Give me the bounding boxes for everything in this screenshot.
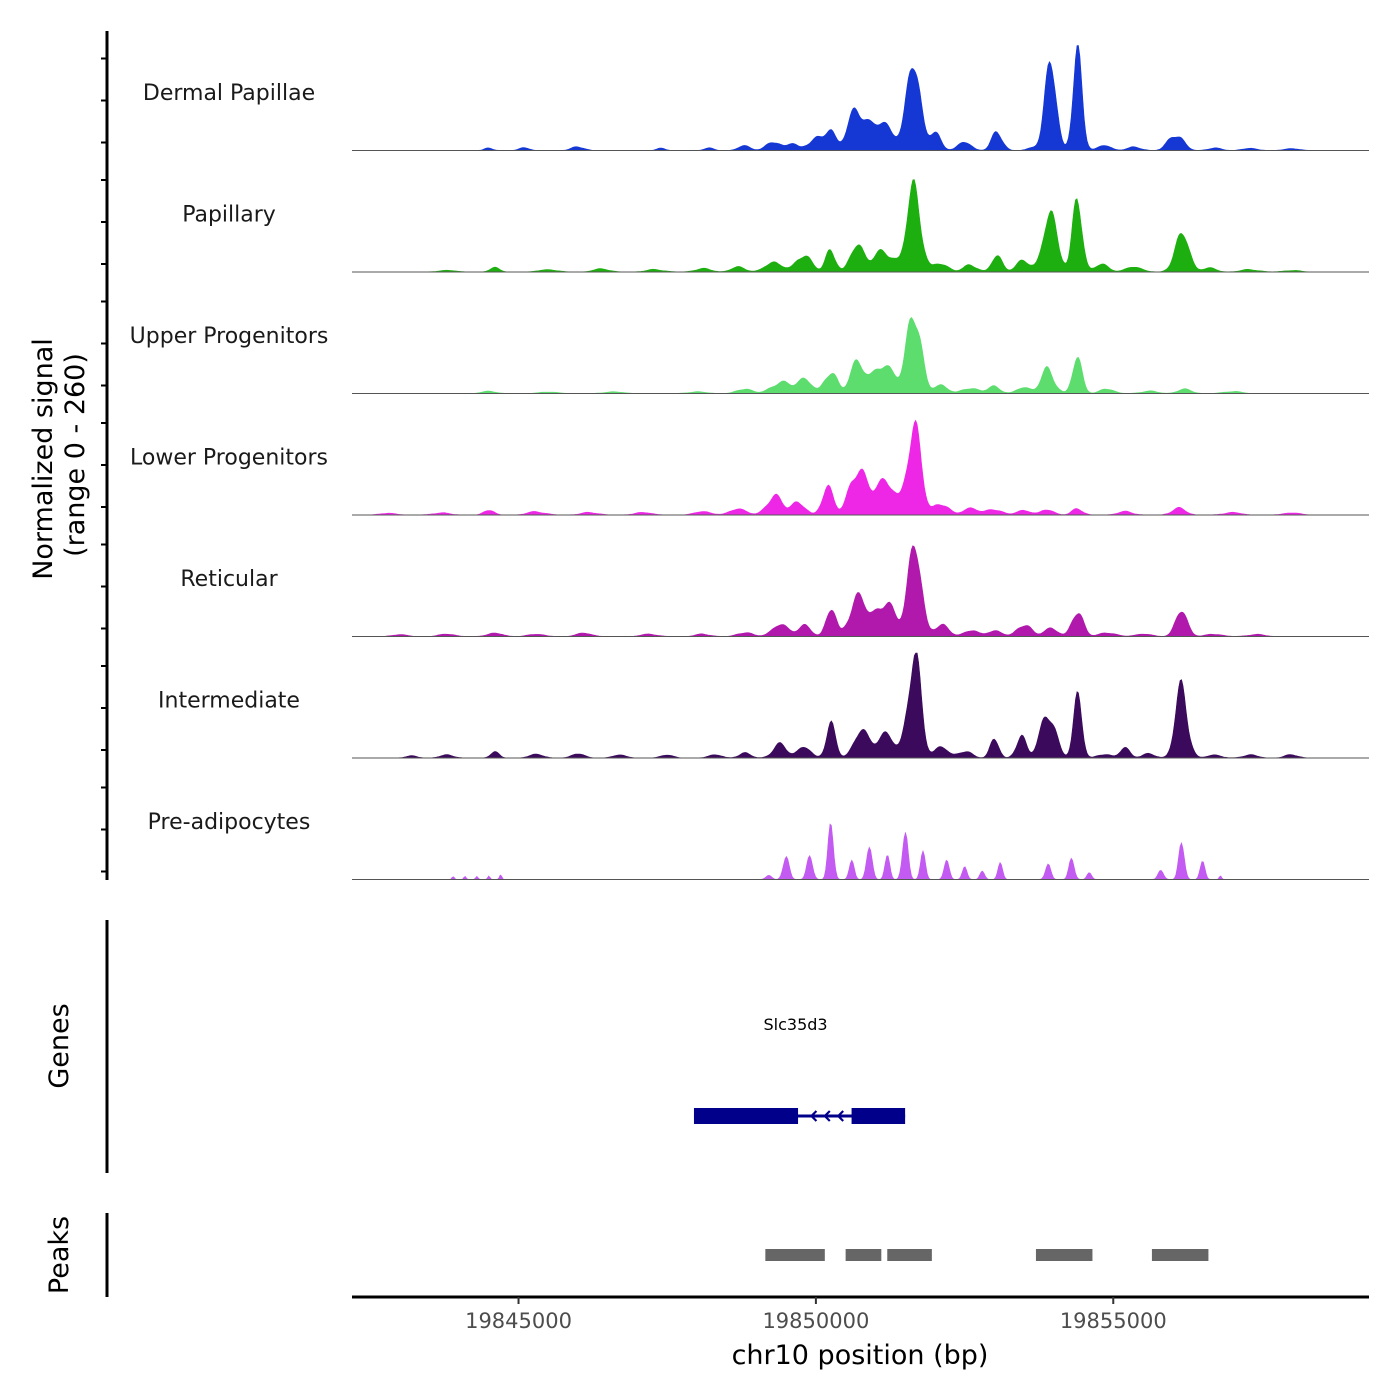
y-axis-range: (range 0 - 260) <box>60 353 91 557</box>
gene-exon <box>851 1108 906 1124</box>
peak-regions <box>765 1249 1209 1261</box>
genes-axis-title: Genes <box>44 1003 75 1088</box>
strand-arrow <box>809 1110 818 1122</box>
y-axis-title: Normalized signal <box>28 338 59 580</box>
coverage-tracks: Dermal Papillae Papillary Upper Progenitor… <box>130 45 1369 880</box>
coverage-track: Dermal Papillae <box>143 45 1369 151</box>
peak-region <box>887 1249 932 1261</box>
coverage-area <box>352 545 1369 637</box>
coverage-track: Intermediate <box>158 652 1369 759</box>
track-label: Intermediate <box>158 689 300 714</box>
track-label: Upper Progenitors <box>130 324 329 349</box>
coverage-area <box>352 652 1369 759</box>
gene-exon <box>693 1108 799 1124</box>
coverage-section: Normalized signal (range 0 - 260) Dermal… <box>28 31 1369 880</box>
coverage-track: Papillary <box>182 179 1369 273</box>
x-axis-title: chr10 position (bp) <box>732 1340 989 1371</box>
coverage-track: Pre-adipocytes <box>148 810 1369 880</box>
peaks-axis-title: Peaks <box>44 1216 75 1294</box>
gene-track: Genes Slc35d3 <box>44 920 906 1173</box>
peak-region <box>1035 1249 1093 1261</box>
x-tick-label: 19855000 <box>1060 1309 1167 1333</box>
strand-arrow <box>823 1110 831 1122</box>
gene-model: Slc35d3 <box>693 1015 906 1124</box>
x-axis-ticks: 19845000 19850000 19855000 <box>465 1297 1167 1333</box>
coverage-y-ticks <box>101 57 107 873</box>
peak-region <box>845 1249 882 1261</box>
coverage-track: Lower Progenitors <box>130 419 1369 516</box>
gene-name-label: Slc35d3 <box>763 1015 827 1034</box>
coverage-track: Upper Progenitors <box>130 317 1369 394</box>
peak-region <box>1151 1249 1209 1261</box>
track-label: Pre-adipocytes <box>148 810 311 835</box>
track-label: Papillary <box>182 203 276 228</box>
x-axis: 19845000 19850000 19855000 chr10 position … <box>352 1295 1369 1371</box>
coverage-area <box>352 419 1369 516</box>
peak-track: Peaks <box>44 1213 1209 1297</box>
x-tick-label: 19850000 <box>762 1309 869 1333</box>
track-label: Dermal Papillae <box>143 81 315 106</box>
coverage-track: Reticular <box>180 545 1369 637</box>
track-label: Lower Progenitors <box>130 446 328 471</box>
peak-region <box>765 1249 825 1261</box>
coverage-area <box>352 823 1369 880</box>
gene-models: Slc35d3 <box>693 1015 906 1124</box>
coverage-area <box>352 45 1369 151</box>
coverage-area <box>352 317 1369 394</box>
x-tick-label: 19845000 <box>465 1309 572 1333</box>
strand-arrow <box>836 1110 844 1122</box>
coverage-area <box>352 179 1369 273</box>
track-label: Reticular <box>180 567 278 592</box>
